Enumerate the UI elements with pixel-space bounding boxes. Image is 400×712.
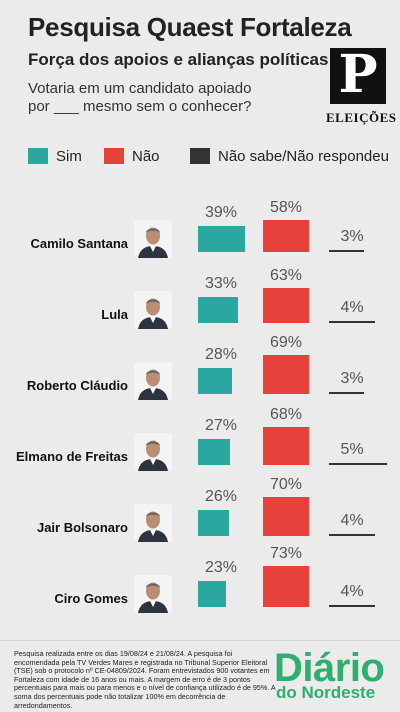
label-nao: 70% (269, 475, 303, 493)
brand-name: Diário (274, 646, 385, 690)
legend-swatch-ns (190, 148, 210, 164)
label-sim: 39% (204, 204, 238, 221)
portrait-icon (134, 362, 172, 400)
legend-swatch-sim (28, 148, 48, 164)
bar-ns (329, 463, 387, 465)
bar-sim (198, 510, 230, 536)
question-line-1: Votaria em um candidato apoiado (28, 80, 252, 97)
label-nao: 63% (269, 266, 303, 284)
bar-sim (198, 368, 232, 394)
candidate-avatar (134, 291, 172, 329)
legend-swatch-nao (104, 148, 124, 164)
label-nao: 68% (269, 405, 303, 423)
label-sim: 26% (204, 488, 238, 505)
label-sim: 27% (204, 417, 238, 434)
page-subtitle: Força dos apoios e alianças políticas (28, 50, 329, 69)
brand-tagline: do Nordeste (276, 683, 376, 702)
portrait-icon (134, 504, 172, 542)
label-sim: 28% (204, 346, 238, 363)
methodology-footnote: Pesquisa realizada entre os dias 19/08/2… (14, 649, 276, 710)
question-line-2: por ___ mesmo sem o conhecer? (28, 98, 252, 115)
bar-nao (263, 496, 309, 536)
legend-item-nao: Não (104, 146, 160, 166)
bar-nao (263, 287, 309, 323)
bar-ns (329, 321, 375, 323)
label-ns: 4% (340, 299, 364, 316)
bar-sim (198, 439, 231, 465)
portrait-icon (134, 433, 172, 471)
label-nao: 73% (269, 545, 303, 563)
label-nao: 69% (269, 334, 303, 352)
candidate-name: Elmano de Freitas (16, 449, 128, 464)
bar-ns (329, 605, 375, 607)
label-ns: 4% (340, 583, 364, 600)
bar-sim (198, 581, 226, 607)
bar-ns (329, 534, 375, 536)
candidate-name: Roberto Cláudio (26, 378, 128, 393)
candidate-name: Jair Bolsonaro (36, 520, 128, 535)
survey-question: Votaria em um candidato apoiado por ___ … (28, 80, 298, 116)
legend-item-sim: Sim (28, 146, 82, 166)
footer-divider (0, 640, 400, 641)
candidate-avatar (134, 362, 172, 400)
label-sim: 23% (204, 559, 238, 576)
candidate-avatar (134, 504, 172, 542)
candidate-name: Lula (101, 307, 128, 322)
logo-mark: P (338, 44, 378, 105)
logo-box (330, 48, 386, 104)
label-sim: 33% (204, 275, 238, 292)
candidate-avatar (134, 433, 172, 471)
bar-sim (198, 226, 245, 252)
legend-label-ns: Não sabe/Não respondeu (218, 147, 389, 165)
label-ns: 4% (340, 512, 364, 529)
bar-nao (263, 219, 309, 252)
legend-label-nao: Não (132, 147, 160, 165)
label-ns: 3% (340, 228, 364, 245)
bar-ns (329, 392, 364, 394)
bar-ns (329, 250, 364, 252)
label-ns: 3% (340, 370, 364, 387)
portrait-icon (134, 575, 172, 613)
candidate-name: Camilo Santana (30, 236, 128, 251)
bar-sim (198, 297, 238, 323)
portrait-icon (134, 291, 172, 329)
bar-nao (263, 566, 309, 607)
label-ns: 5% (340, 441, 364, 458)
portrait-icon (134, 220, 172, 258)
candidate-avatar (134, 220, 172, 258)
legend-label-sim: Sim (56, 147, 82, 165)
candidate-name: Ciro Gomes (54, 591, 128, 606)
page-title: Pesquisa Quaest Fortaleza (28, 12, 352, 42)
label-nao: 58% (269, 198, 303, 216)
legend-item-ns: Não sabe/Não respondeu (190, 146, 389, 166)
candidate-avatar (134, 575, 172, 613)
bar-nao (263, 355, 309, 394)
logo-label: ELEIÇÕES (326, 110, 397, 125)
bar-nao (263, 426, 309, 465)
